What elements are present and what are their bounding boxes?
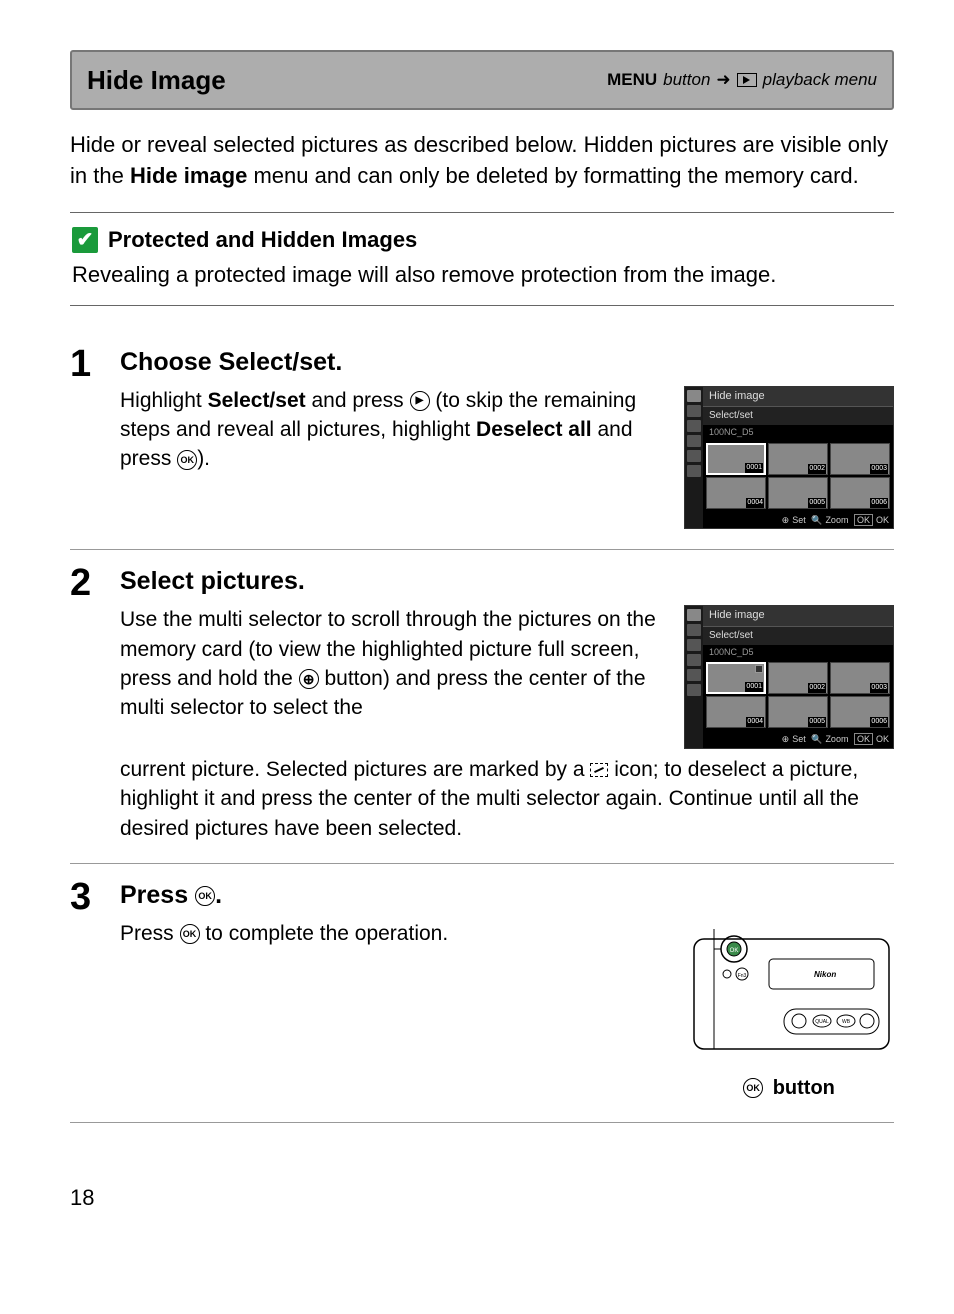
thumb-1: 0001	[706, 662, 766, 694]
check-icon: ✔	[72, 227, 98, 253]
step-2-title: Select pictures.	[120, 564, 894, 599]
thumb-6: 0006	[830, 477, 890, 509]
svg-text:Fn3: Fn3	[738, 973, 747, 979]
lcd-tab-icon	[687, 465, 701, 477]
lcd-tab-icon	[687, 450, 701, 462]
thumb-5: 0005	[768, 696, 828, 728]
lcd-screen-2: Hide image Select/set 100NC_D5 0001 0002…	[684, 605, 894, 749]
step-1-title: Choose Select/set.	[120, 345, 894, 380]
thumb-1: 0001	[706, 443, 766, 475]
lcd-tab-icon	[687, 639, 701, 651]
lcd-tab-icon	[687, 435, 701, 447]
thumb-3: 0003	[830, 662, 890, 694]
lcd-subtitle: Select/set	[703, 627, 893, 645]
step-2: 2 Select pictures. Use the multi selecto…	[70, 550, 894, 864]
lcd-tab-icon	[687, 420, 701, 432]
step-3-figure: Nikon OK Fn3 QUAL WB	[684, 919, 894, 1102]
menu-label: MENU	[607, 68, 657, 92]
hide-mark-icon	[755, 665, 763, 673]
lcd-folder: 100NC_D5	[703, 425, 893, 440]
thumb-2: 0002	[768, 662, 828, 694]
camera-illustration: Nikon OK Fn3 QUAL WB	[684, 919, 894, 1059]
intro-paragraph: Hide or reveal selected pictures as desc…	[70, 130, 894, 192]
lcd-tab-icon	[687, 684, 701, 696]
section-header: Hide Image MENU button ➜ playback menu	[70, 50, 894, 110]
thumb-3: 0003	[830, 443, 890, 475]
lcd-screen-1: Hide image Select/set 100NC_D5 0001 0002…	[684, 386, 894, 530]
hide-icon	[590, 763, 608, 777]
step-1: 1 Choose Select/set. Highlight Select/se…	[70, 331, 894, 551]
svg-text:Nikon: Nikon	[814, 970, 836, 979]
thumb-4: 0004	[706, 477, 766, 509]
note-box: ✔ Protected and Hidden Images Revealing …	[70, 212, 894, 306]
playback-menu-text: playback menu	[763, 68, 877, 92]
playback-icon	[737, 73, 757, 87]
intro-bold: Hide image	[130, 163, 247, 188]
lcd-tab-icon	[687, 654, 701, 666]
step-3: 3 Press . Press to complete the operatio…	[70, 864, 894, 1123]
thumb-4: 0004	[706, 696, 766, 728]
button-word: button	[663, 68, 710, 92]
lcd-tab-icon	[687, 624, 701, 636]
thumb-2: 0002	[768, 443, 828, 475]
lcd-tab-icon	[687, 390, 701, 402]
step-3-title: Press .	[120, 878, 894, 913]
note-body: Revealing a protected image will also re…	[72, 260, 892, 291]
ok-icon	[195, 886, 215, 906]
intro-text-c: menu and can only be deleted by formatti…	[253, 163, 858, 188]
lcd-tab-icon	[687, 609, 701, 621]
step-1-figure: Hide image Select/set 100NC_D5 0001 0002…	[684, 386, 894, 530]
header-title: Hide Image	[87, 62, 226, 98]
svg-text:WB: WB	[842, 1019, 851, 1025]
note-title-row: ✔ Protected and Hidden Images	[72, 225, 892, 256]
lcd-subtitle: Select/set	[703, 407, 893, 425]
thumb-5: 0005	[768, 477, 828, 509]
lcd-footer: ⊕Set 🔍Zoom OKOK	[703, 512, 893, 529]
thumb-6: 0006	[830, 696, 890, 728]
step-3-number: 3	[70, 878, 102, 1102]
lcd-tab-icon	[687, 669, 701, 681]
svg-text:QUAL: QUAL	[815, 1019, 829, 1025]
ok-icon	[180, 924, 200, 944]
note-title: Protected and Hidden Images	[108, 225, 417, 256]
svg-text:OK: OK	[730, 948, 739, 954]
lcd-footer: ⊕Set 🔍Zoom OKOK	[703, 731, 893, 748]
step-3-text: Press to complete the operation.	[120, 919, 670, 948]
ok-icon	[177, 450, 197, 470]
lcd-folder: 100NC_D5	[703, 645, 893, 660]
step-2-text-wrap: Use the multi selector to scroll through…	[120, 605, 670, 723]
arrow-icon: ➜	[716, 68, 730, 92]
camera-caption: button	[684, 1074, 894, 1102]
step-1-text: Highlight Select/set and press (to skip …	[120, 386, 670, 474]
header-breadcrumb: MENU button ➜ playback menu	[607, 68, 877, 92]
step-2-figure: Hide image Select/set 100NC_D5 0001 0002…	[684, 605, 894, 749]
step-2-number: 2	[70, 564, 102, 843]
multi-selector-right-icon	[410, 391, 430, 411]
page-number: 18	[70, 1183, 894, 1214]
step-2-text-continued: current picture. Selected pictures are m…	[120, 755, 894, 843]
lcd-title: Hide image	[703, 606, 893, 626]
ok-icon	[743, 1078, 763, 1098]
lcd-title: Hide image	[703, 387, 893, 407]
step-1-number: 1	[70, 345, 102, 530]
zoom-icon	[299, 669, 319, 689]
lcd-tab-icon	[687, 405, 701, 417]
